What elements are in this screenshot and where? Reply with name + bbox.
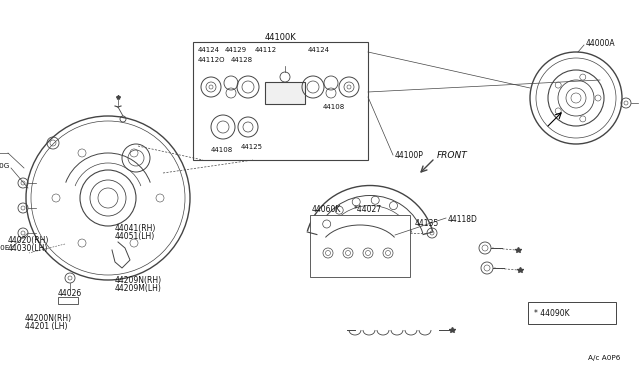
- Text: 44020(RH): 44020(RH): [8, 235, 49, 244]
- Bar: [265, 82, 305, 104]
- Text: 44100P: 44100P: [395, 151, 424, 160]
- Text: 44041(RH): 44041(RH): [115, 224, 156, 232]
- Bar: [310, 215, 410, 277]
- Text: 44124: 44124: [308, 47, 330, 53]
- Text: 44125: 44125: [241, 144, 263, 150]
- Bar: [193, 42, 368, 160]
- Text: * 44090K: * 44090K: [534, 308, 570, 317]
- Text: 44128: 44128: [231, 57, 253, 63]
- Bar: [58, 297, 78, 304]
- Text: 44000A: 44000A: [586, 38, 616, 48]
- Text: *44020E: *44020E: [0, 245, 10, 251]
- Text: A/c A0P6: A/c A0P6: [588, 355, 620, 361]
- Text: 44201 (LH): 44201 (LH): [25, 321, 67, 330]
- Text: 44112O: 44112O: [198, 57, 225, 63]
- Text: 44108: 44108: [323, 104, 345, 110]
- Text: *44027: *44027: [354, 205, 382, 214]
- Text: 44129: 44129: [225, 47, 247, 53]
- Text: 44026: 44026: [58, 289, 83, 298]
- Text: 44030(LH): 44030(LH): [8, 244, 49, 253]
- Text: 44209M(LH): 44209M(LH): [115, 283, 162, 292]
- Text: 44100K: 44100K: [264, 32, 296, 42]
- Text: 44108: 44108: [211, 147, 233, 153]
- Bar: [528, 302, 616, 324]
- Text: 44060K: 44060K: [312, 205, 341, 214]
- Text: 44135: 44135: [415, 218, 439, 228]
- Text: 44209N(RH): 44209N(RH): [115, 276, 162, 285]
- Text: FRONT: FRONT: [437, 151, 468, 160]
- Text: 44200N(RH): 44200N(RH): [25, 314, 72, 323]
- Text: 44051(LH): 44051(LH): [115, 231, 156, 241]
- Text: 44112: 44112: [255, 47, 277, 53]
- Text: 44118D: 44118D: [448, 215, 478, 224]
- Text: 44124: 44124: [198, 47, 220, 53]
- Text: *44020G: *44020G: [0, 163, 10, 169]
